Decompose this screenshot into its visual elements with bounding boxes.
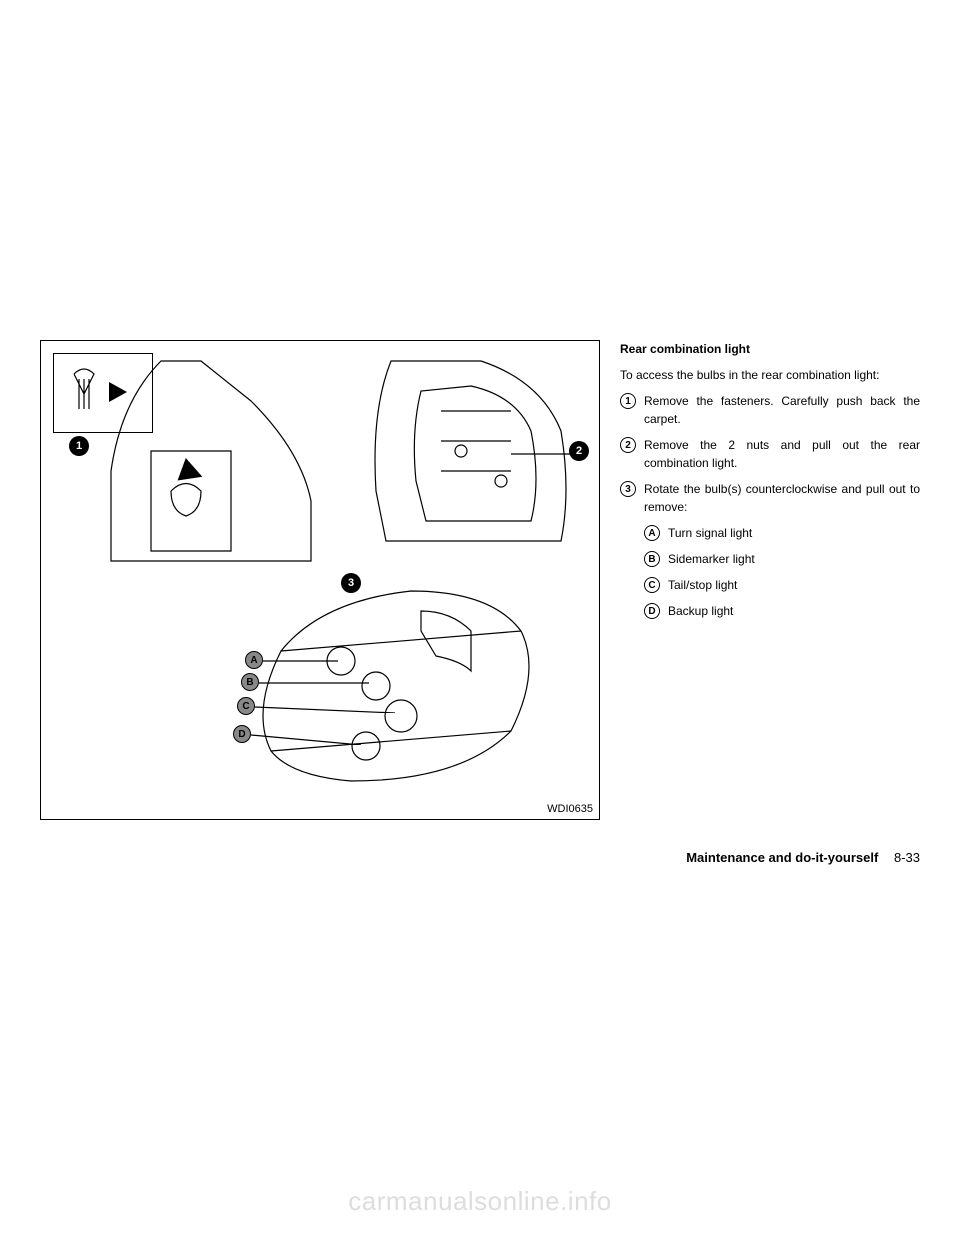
step-marker: 2 [620, 437, 636, 453]
step-1: 1 Remove the fasteners. Carefully push b… [620, 392, 920, 428]
figure-box: 1 2 3 A B C D WDI0635 [40, 340, 600, 820]
sub-text: Tail/stop light [668, 576, 737, 594]
page-footer: Maintenance and do-it-yourself 8-33 [686, 850, 920, 865]
sub-text: Backup light [668, 602, 733, 620]
step-marker: 1 [620, 393, 636, 409]
callout-3: 3 [341, 573, 361, 593]
footer-page: 8-33 [894, 850, 920, 865]
callout-B: B [241, 673, 259, 691]
text-column: Rear combination light To access the bul… [620, 340, 920, 820]
intro-text: To access the bulbs in the rear combinat… [620, 366, 920, 384]
page-content: 1 2 3 A B C D WDI0635 [40, 340, 920, 820]
sub-A: A Turn signal light [644, 524, 920, 542]
step-marker: 3 [620, 481, 636, 497]
sub-D: D Backup light [644, 602, 920, 620]
sub-B: B Sidemarker light [644, 550, 920, 568]
sub-marker: D [644, 603, 660, 619]
step-2: 2 Remove the 2 nuts and pull out the rea… [620, 436, 920, 472]
callout-A: A [245, 651, 263, 669]
section-title: Rear combination light [620, 340, 920, 358]
sub-text: Turn signal light [668, 524, 752, 542]
step-text: Rotate the bulb(s) counterclockwise and … [644, 480, 920, 516]
figure-label: WDI0635 [547, 803, 593, 815]
sub-marker: B [644, 551, 660, 567]
callout-1: 1 [69, 436, 89, 456]
sub-marker: A [644, 525, 660, 541]
footer-section: Maintenance and do-it-yourself [686, 850, 878, 865]
step-3: 3 Rotate the bulb(s) counterclockwise an… [620, 480, 920, 516]
step-text: Remove the 2 nuts and pull out the rear … [644, 436, 920, 472]
step-list: 1 Remove the fasteners. Carefully push b… [620, 392, 920, 516]
callout-C: C [237, 697, 255, 715]
watermark: carmanualsonline.info [348, 1186, 611, 1217]
sub-list: A Turn signal light B Sidemarker light C… [620, 524, 920, 620]
sub-text: Sidemarker light [668, 550, 755, 568]
step-text: Remove the fasteners. Carefully push bac… [644, 392, 920, 428]
sub-marker: C [644, 577, 660, 593]
sub-C: C Tail/stop light [644, 576, 920, 594]
callout-2: 2 [569, 441, 589, 461]
callout-D: D [233, 725, 251, 743]
